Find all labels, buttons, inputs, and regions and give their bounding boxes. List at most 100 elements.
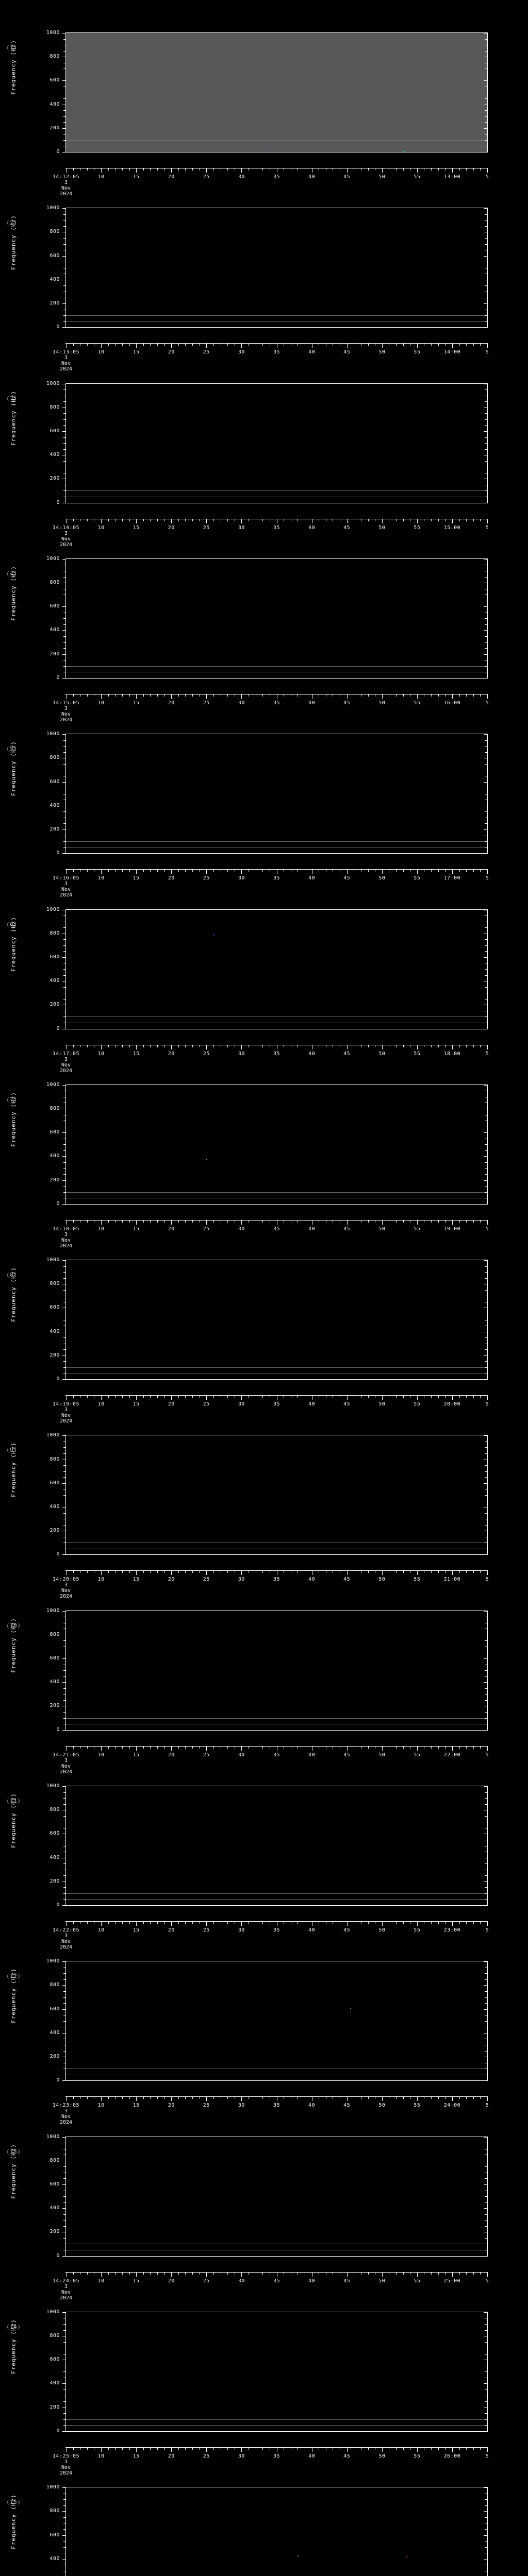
y-tick-right [485,2342,487,2343]
x-tick-label: 20 [168,1752,175,1758]
x-tick-label: 40 [308,875,316,882]
x-tick [122,1570,123,1573]
y-tick [63,1524,66,1526]
axis-line [65,2256,488,2257]
plot-area[interactable] [66,33,487,152]
x-tick-label: 50 [378,349,386,355]
x-tick [473,518,474,521]
x-tick [136,518,137,523]
x-tick [417,2272,418,2277]
x-tick [262,518,263,521]
y-axis-title: Frequency (Hz) [10,1617,17,1673]
x-tick [431,869,432,872]
plot-area[interactable] [66,1084,487,1204]
x-tick [178,2096,179,2099]
y-tick-label: 400 [50,101,60,107]
x-tick-label: 55 [414,1401,421,1408]
y-tick [63,214,66,215]
y-tick-right [485,220,487,221]
x-tick-label: 35 [273,524,280,531]
x-tick [136,1921,137,1926]
x-tick [206,1745,207,1751]
plot-area[interactable] [66,2312,487,2431]
x-tick-label: 50 [378,2453,386,2459]
y-tick-label: 800 [50,404,60,410]
x-tick [115,2447,116,2450]
plot-area[interactable] [66,208,487,328]
plot-area[interactable] [66,2487,487,2576]
plot-area[interactable] [66,1260,487,1380]
x-tick [262,1745,263,1749]
plot-area[interactable] [66,2137,487,2256]
y-tick-right [484,2487,487,2488]
x-tick [431,2096,432,2099]
x-tick-label: 20 [168,1226,175,1232]
x-tick [438,1570,439,1573]
y-tick [63,1973,66,1974]
reference-line [66,2419,487,2420]
x-tick [452,693,453,699]
x-tick [178,343,179,346]
y-tick [63,1278,66,1279]
x-tick [171,1921,172,1926]
x-tick [171,1219,172,1225]
plot-area[interactable] [66,558,487,678]
y-tick [63,2214,66,2215]
y-tick-right [484,957,487,958]
y-tick [63,2505,66,2506]
x-tick [431,1745,432,1749]
plot-area[interactable] [66,1961,487,2081]
y-tick [62,2080,66,2081]
x-tick-label: 25 [203,2453,210,2459]
x-tick [101,693,102,699]
y-tick [63,987,66,988]
plot-area[interactable] [66,1435,487,1555]
x-tick [438,869,439,872]
x-tick [101,869,102,874]
x-tick [395,1044,397,1047]
reference-line [66,140,487,141]
x-tick [101,2447,102,2452]
plot-area[interactable] [66,734,487,854]
date-label: 3 Nov 2024 [59,1056,73,1074]
x-tick-label: 10 [97,349,105,355]
plot-area[interactable] [66,1786,487,1905]
x-tick [122,2447,123,2450]
y-tick-right [485,238,487,239]
date-label: 3 Nov 2024 [59,881,73,899]
x-tick [431,693,432,697]
plot-area[interactable] [66,909,487,1029]
y-tick [63,939,66,940]
x-tick-label: 30 [238,875,245,882]
y-tick [63,945,66,946]
x-tick [122,1745,123,1749]
x-tick [382,1219,383,1225]
y-tick [63,1272,66,1273]
y-tick-label: 800 [50,755,60,761]
x-tick [129,1745,130,1749]
x-tick [459,343,460,346]
y-tick-right [485,39,487,40]
reference-line [66,666,487,667]
x-tick [241,2447,242,2452]
y-tick-right [485,1192,487,1193]
x-tick [452,2096,453,2102]
y-tick-right [485,419,487,420]
x-tick [213,1570,214,1573]
x-tick [445,343,446,346]
plot-area[interactable] [66,383,487,503]
y-tick-right [485,1150,487,1151]
x-tick [157,1570,158,1573]
x-tick [452,1921,453,1926]
x-tick [445,1395,446,1398]
y-tick-right [484,782,487,783]
y-tick [62,2256,66,2257]
y-tick-right [485,1495,487,1496]
plot-area[interactable] [66,1611,487,1730]
x-tick [150,1044,151,1047]
spectrogram-panel: 0 200 400 600 800 1000 Frequency (Hz) (7) 14:18:… [0,1074,528,1249]
y-tick [63,975,66,976]
x-tick [129,168,130,171]
x-tick-label: 10 [97,875,105,882]
y-tick [63,1367,66,1368]
